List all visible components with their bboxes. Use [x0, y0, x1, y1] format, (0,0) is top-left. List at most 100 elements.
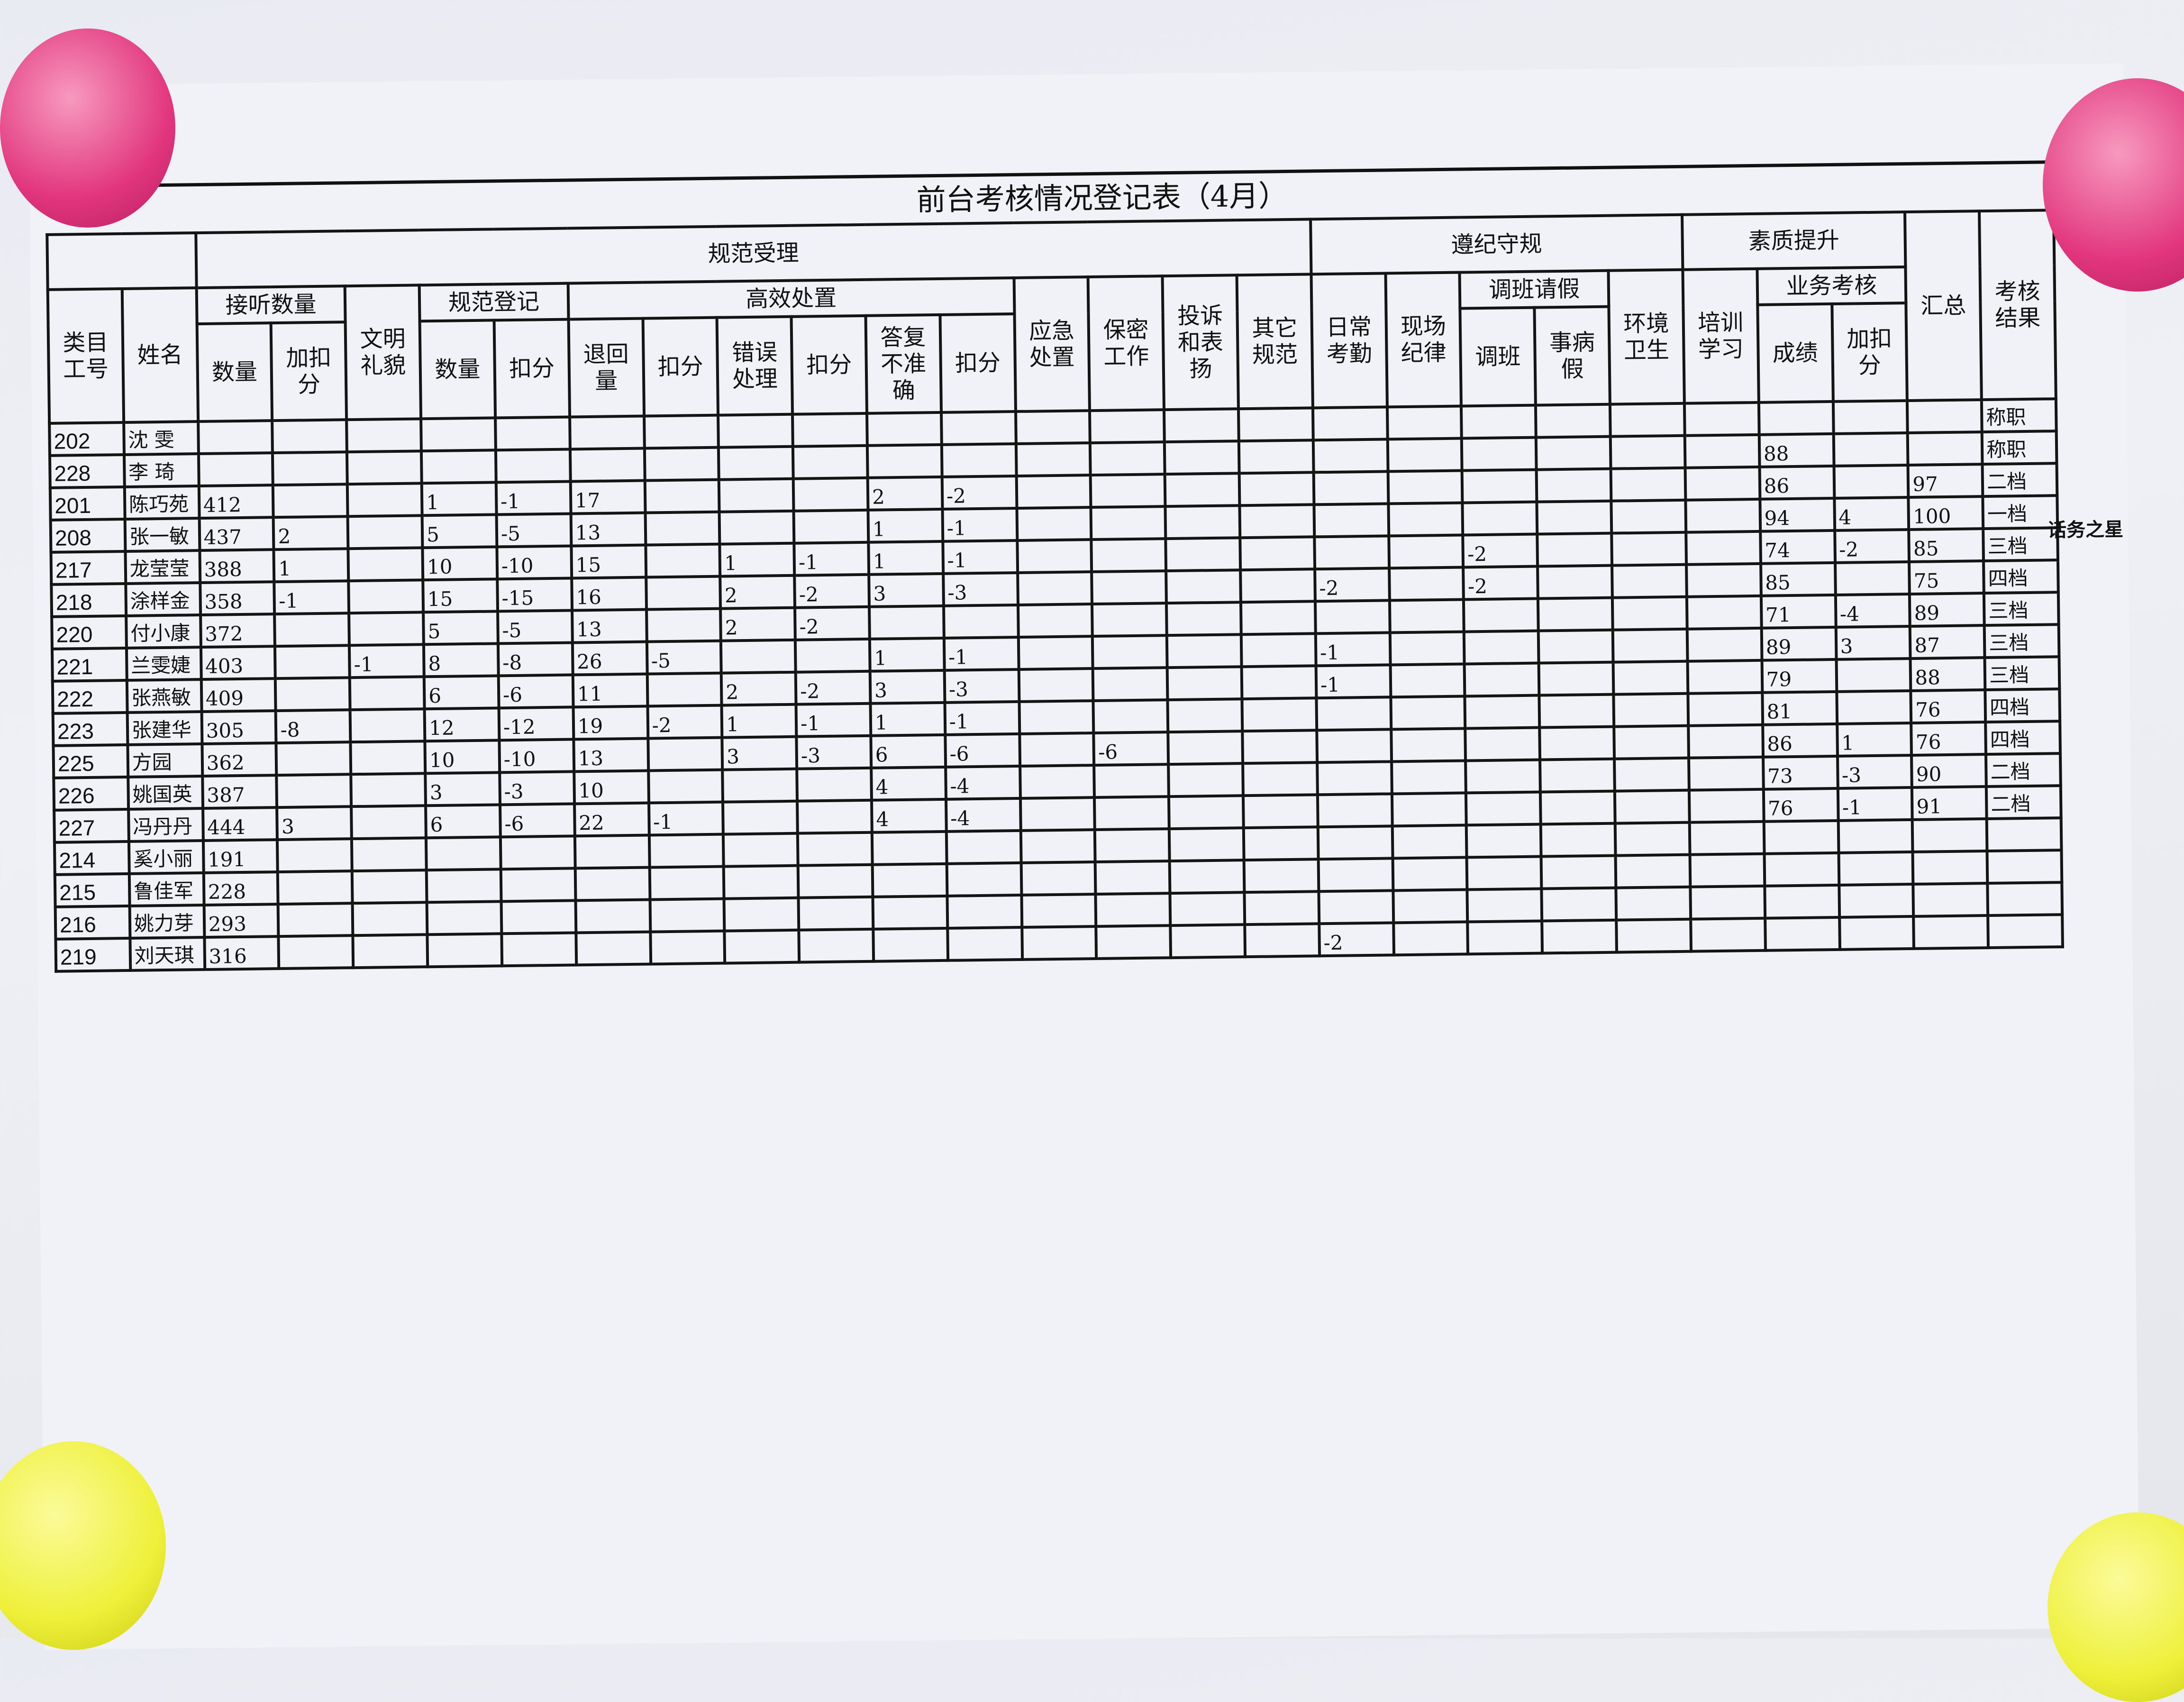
table-cell — [872, 831, 947, 865]
table-cell — [1166, 634, 1242, 668]
table-cell — [1244, 891, 1320, 925]
result-cell: 三档 — [1984, 624, 2059, 658]
table-cell — [1169, 796, 1244, 829]
table-cell — [1538, 630, 1613, 663]
table-cell — [198, 421, 273, 454]
table-cell — [941, 412, 1016, 445]
employee-id-cell: 223 — [53, 712, 128, 746]
header-efficient: 高效处置 — [568, 278, 1015, 320]
header-group-discipline: 遵纪守规 — [1310, 214, 1683, 275]
table-cell: 75 — [1909, 561, 1984, 595]
employee-name-cell: 付小康 — [126, 615, 201, 648]
table-cell — [1167, 699, 1243, 732]
table-cell — [1688, 724, 1763, 758]
result-cell: 四档 — [1985, 689, 2060, 723]
table-cell — [275, 645, 350, 679]
table-cell — [1907, 400, 1982, 433]
table-cell — [352, 902, 428, 936]
table-cell — [1540, 759, 1615, 792]
table-cell: 305 — [201, 711, 276, 744]
table-cell: 1 — [870, 702, 946, 736]
employee-name-cell: 姚国英 — [128, 776, 203, 809]
table-cell — [1314, 503, 1389, 537]
table-cell — [421, 450, 496, 484]
table-cell — [645, 512, 720, 545]
table-cell — [1912, 819, 1987, 852]
table-cell: 1 — [869, 638, 945, 671]
table-cell — [1390, 631, 1465, 665]
table-cell — [872, 863, 947, 897]
table-cell — [1317, 794, 1392, 827]
employee-name-cell: 姚力芽 — [129, 905, 205, 938]
table-cell: 1 — [868, 509, 943, 542]
table-cell — [724, 930, 800, 963]
table-cell: 4 — [871, 799, 946, 833]
table-cell — [275, 677, 350, 711]
table-cell: 10 — [573, 770, 649, 804]
header-reg-count: 数量 — [419, 320, 495, 419]
table-cell: 89 — [1761, 627, 1837, 660]
employee-id-cell: 219 — [55, 938, 131, 971]
header-result: 考核结果 — [1979, 210, 2056, 400]
table-cell: 3 — [1836, 626, 1911, 659]
table-cell — [1688, 692, 1763, 726]
table-cell — [1613, 661, 1688, 695]
table-cell — [1018, 604, 1093, 637]
header-total: 汇总 — [1905, 211, 1982, 401]
table-cell — [349, 612, 424, 646]
table-cell — [1094, 764, 1169, 798]
table-cell — [350, 741, 426, 775]
employee-name-cell: 张燕敏 — [127, 679, 202, 713]
table-cell — [645, 479, 719, 513]
table-cell: 97 — [1908, 464, 1983, 498]
table-cell — [1021, 894, 1096, 927]
table-cell: 91 — [1912, 787, 1987, 820]
employee-id-cell: 228 — [49, 455, 125, 488]
table-cell — [1313, 439, 1388, 473]
table-cell: -2 — [1319, 923, 1394, 956]
table-cell — [500, 868, 576, 902]
table-cell — [947, 927, 1022, 961]
table-cell — [1616, 919, 1691, 952]
table-cell — [495, 417, 570, 450]
table-cell — [1016, 443, 1091, 476]
table-cell — [866, 412, 942, 446]
table-cell: -2 — [795, 671, 871, 705]
table-cell: -1 — [942, 508, 1017, 541]
table-cell — [1391, 760, 1466, 794]
header-reg-points: 扣分 — [494, 319, 570, 418]
table-cell: -3 — [796, 735, 872, 769]
table-cell — [347, 483, 422, 517]
table-cell — [347, 451, 422, 485]
employee-name-cell: 奚小丽 — [128, 841, 204, 874]
header-calls-count: 数量 — [197, 323, 273, 422]
table-cell — [792, 445, 868, 479]
employee-id-cell: 215 — [55, 873, 130, 907]
header-training: 培训学习 — [1683, 268, 1759, 403]
table-cell — [867, 444, 942, 478]
header-score: 成绩 — [1757, 303, 1833, 403]
table-cell — [797, 800, 872, 833]
employee-name-cell: 鲁佳军 — [129, 873, 204, 906]
table-cell — [1539, 726, 1615, 760]
header-complaint: 投诉和表扬 — [1162, 275, 1238, 410]
table-cell — [1020, 797, 1095, 831]
table-cell: -3 — [500, 771, 574, 805]
table-cell — [1240, 601, 1316, 635]
table-cell — [1538, 662, 1614, 695]
table-cell — [721, 640, 796, 673]
table-cell: -15 — [497, 578, 572, 612]
table-cell — [570, 448, 645, 482]
table-cell — [1764, 820, 1838, 854]
table-cell: 228 — [203, 872, 279, 906]
table-cell — [347, 515, 423, 549]
employee-name-cell: 陈巧苑 — [124, 486, 200, 519]
table-cell — [1092, 571, 1167, 604]
table-cell: 26 — [572, 641, 647, 675]
table-cell — [1390, 664, 1465, 697]
table-cell — [1240, 537, 1315, 570]
header-calls: 接听数量 — [196, 286, 346, 324]
table-cell — [1238, 408, 1313, 441]
table-cell — [1095, 829, 1170, 862]
table-cell — [1764, 852, 1839, 886]
